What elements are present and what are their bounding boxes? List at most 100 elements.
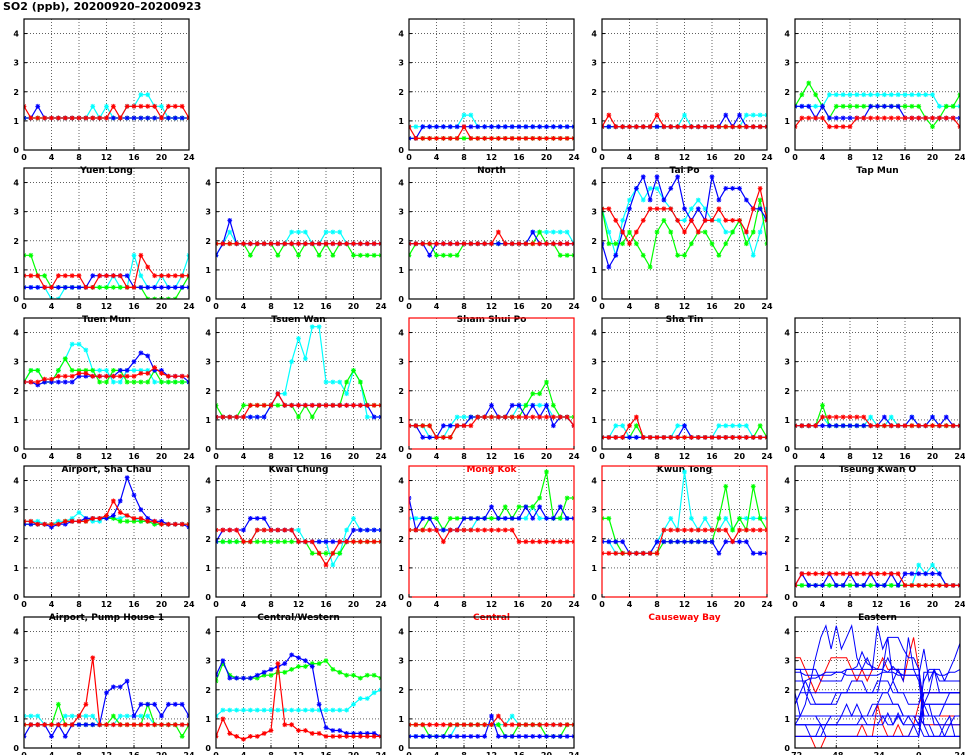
point-red xyxy=(930,115,935,121)
point-red xyxy=(861,571,867,577)
point-green xyxy=(544,379,549,385)
point-blue xyxy=(627,206,632,212)
panel-all: -72-48-2402401234ALL xyxy=(784,616,965,755)
point-red xyxy=(489,722,494,728)
x-tick-label: 16 xyxy=(513,302,525,311)
point-blue xyxy=(131,713,137,719)
point-red xyxy=(268,402,274,408)
point-cyan xyxy=(550,229,556,235)
point-red xyxy=(227,527,233,533)
point-red xyxy=(110,373,116,379)
point-red xyxy=(282,527,288,533)
point-red xyxy=(165,521,171,527)
y-tick-label: 0 xyxy=(591,146,597,155)
point-green xyxy=(847,103,853,109)
y-tick-label: 4 xyxy=(398,30,404,39)
point-red xyxy=(351,402,356,408)
point-red xyxy=(152,722,158,728)
point-blue xyxy=(35,103,41,109)
point-red xyxy=(330,733,336,739)
x-tick-label: 8 xyxy=(654,600,660,609)
point-red xyxy=(750,434,756,440)
point-red xyxy=(254,527,260,533)
point-red xyxy=(813,115,819,121)
point-red xyxy=(268,527,274,533)
point-red xyxy=(550,722,556,728)
point-red xyxy=(702,124,708,130)
point-green xyxy=(633,423,639,429)
point-red xyxy=(62,273,68,279)
point-green xyxy=(557,516,563,521)
point-green xyxy=(330,667,336,672)
point-blue xyxy=(861,423,867,429)
point-blue xyxy=(131,359,137,365)
point-red xyxy=(302,539,308,545)
overlay-line xyxy=(795,692,960,748)
point-green xyxy=(124,379,130,385)
point-blue xyxy=(489,402,494,408)
point-red xyxy=(682,527,687,533)
x-tick-label: 24 xyxy=(183,302,195,311)
point-red xyxy=(950,582,956,588)
point-red xyxy=(502,135,508,141)
x-tick-label: 16 xyxy=(706,452,718,461)
x-tick-label: 20 xyxy=(541,751,553,755)
point-red xyxy=(550,539,556,545)
point-blue xyxy=(62,284,68,290)
point-red xyxy=(55,373,61,379)
point-red xyxy=(564,539,570,545)
point-red xyxy=(268,728,274,733)
point-red xyxy=(159,370,164,376)
point-red xyxy=(42,521,48,527)
point-blue xyxy=(840,582,846,588)
point-blue xyxy=(427,252,433,258)
point-blue xyxy=(55,284,61,290)
point-red xyxy=(227,731,233,736)
point-red xyxy=(69,722,75,728)
point-red xyxy=(647,434,653,440)
point-red xyxy=(131,516,137,521)
point-red xyxy=(138,370,144,376)
point-green xyxy=(159,379,164,385)
point-green xyxy=(145,379,151,385)
point-green xyxy=(606,516,612,521)
point-red xyxy=(654,112,660,118)
point-cyan xyxy=(138,368,144,373)
point-blue xyxy=(241,527,246,533)
x-tick-label: 16 xyxy=(513,153,525,162)
x-tick-label: 4 xyxy=(434,751,440,755)
point-red xyxy=(282,722,288,728)
series-group xyxy=(795,402,960,429)
point-blue xyxy=(516,402,522,408)
point-blue xyxy=(316,701,322,707)
point-blue xyxy=(544,402,549,408)
point-red xyxy=(861,115,867,121)
point-cyan xyxy=(344,527,350,533)
y-tick-label: 4 xyxy=(13,628,19,637)
point-blue xyxy=(254,672,260,678)
point-red xyxy=(847,124,853,130)
point-green xyxy=(709,241,715,247)
point-cyan xyxy=(606,229,612,235)
point-blue xyxy=(42,379,48,385)
point-green xyxy=(799,92,805,98)
point-red xyxy=(90,373,96,379)
point-blue xyxy=(420,434,426,440)
point-red xyxy=(62,518,68,524)
x-tick-label: 12 xyxy=(872,600,883,609)
x-tick-label: 0 xyxy=(213,302,219,311)
point-blue xyxy=(909,571,915,577)
x-tick-label: 0 xyxy=(599,153,605,162)
point-red xyxy=(90,655,96,661)
point-red xyxy=(502,414,508,420)
point-red xyxy=(854,115,860,121)
y-tick-label: 1 xyxy=(398,266,404,275)
point-blue xyxy=(826,115,832,121)
point-red xyxy=(640,550,646,556)
x-tick-label: 4 xyxy=(434,452,440,461)
y-tick-label: 0 xyxy=(398,445,404,454)
point-red xyxy=(427,722,433,728)
point-red xyxy=(28,722,34,728)
point-red xyxy=(647,206,653,212)
